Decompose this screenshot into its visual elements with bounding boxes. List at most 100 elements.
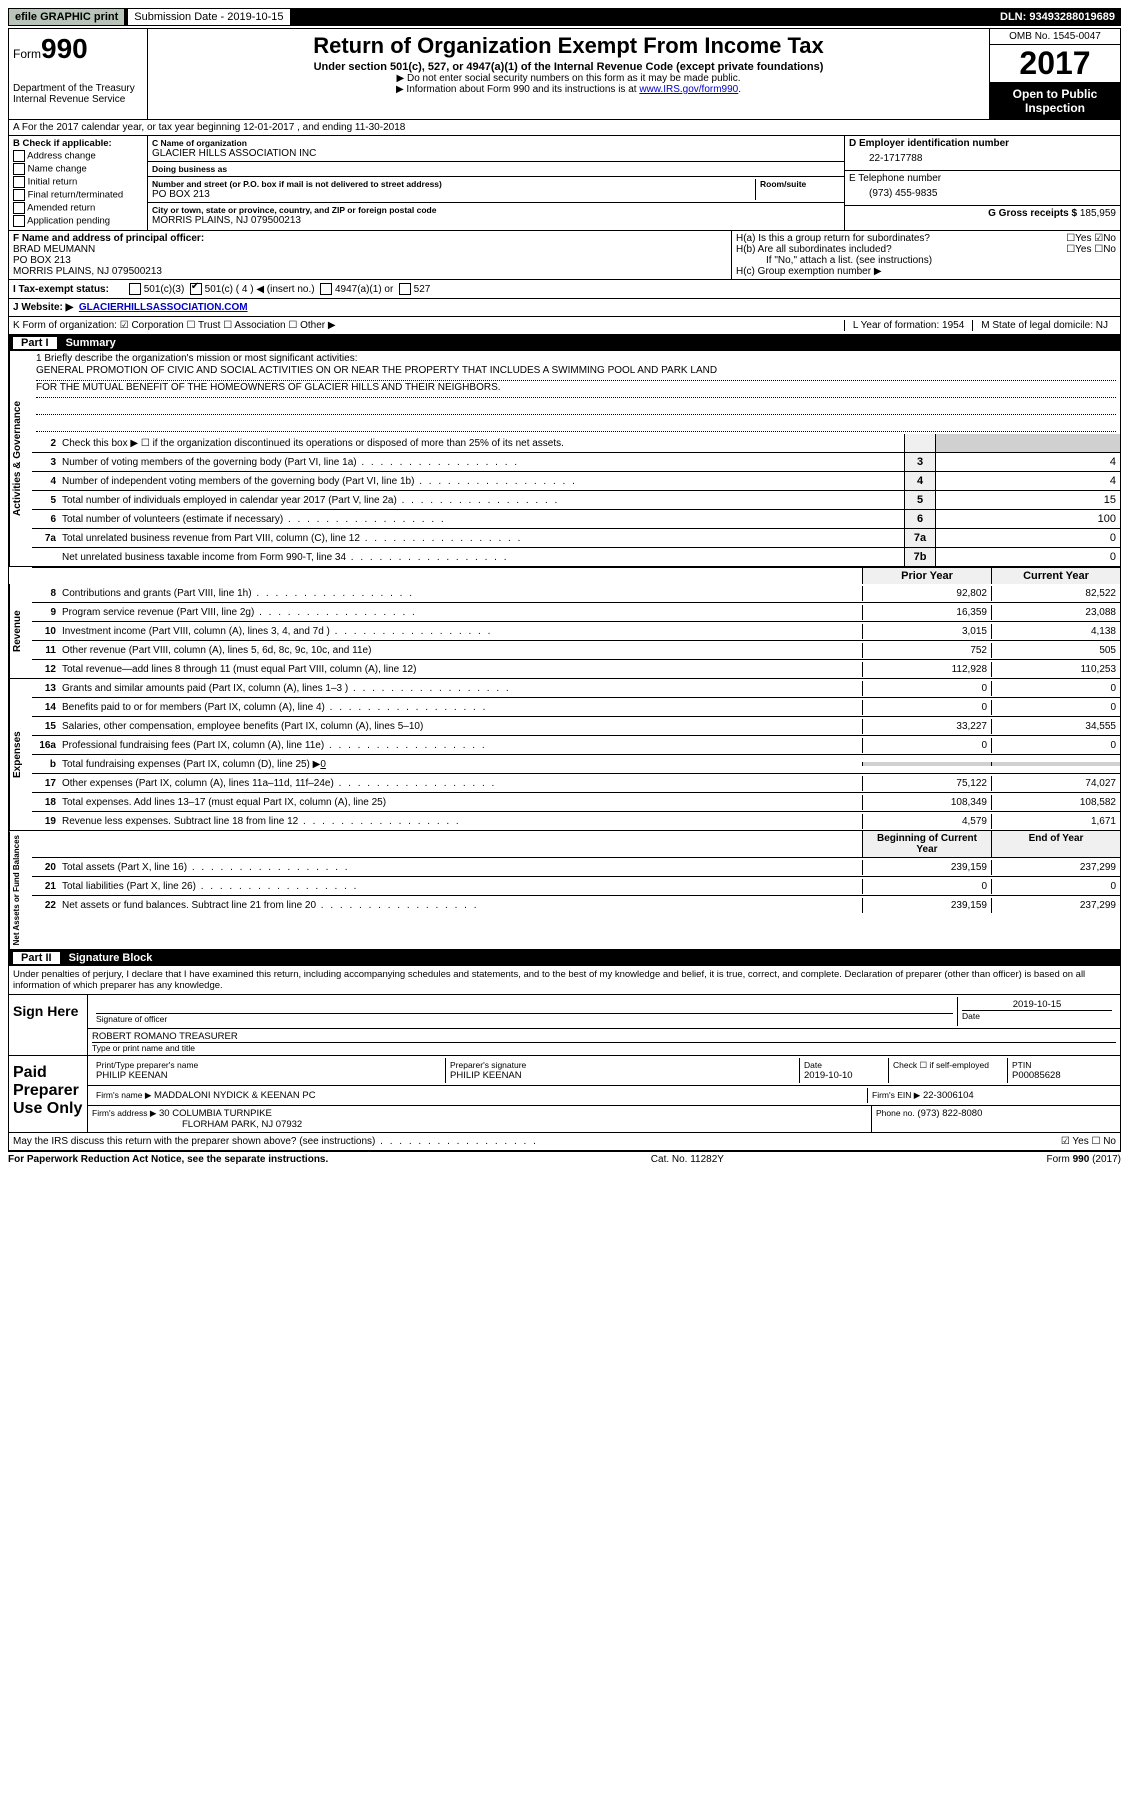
pd-label: Date (804, 1060, 884, 1070)
officer-label: F Name and address of principal officer: (13, 233, 204, 244)
footer-left: For Paperwork Reduction Act Notice, see … (8, 1154, 328, 1165)
col-beginning: Beginning of Current Year (863, 831, 991, 857)
sign-here-row: Sign Here Signature of officer 2019-10-1… (9, 995, 1120, 1056)
cb-4947[interactable] (320, 283, 332, 295)
line-17: Other expenses (Part IX, column (A), lin… (60, 776, 862, 791)
cb-501c3[interactable] (129, 283, 141, 295)
section-governance: Activities & Governance 1 Briefly descri… (9, 351, 1120, 567)
row-j-website: J Website: ▶ GLACIERHILLSASSOCIATION.COM (9, 299, 1120, 317)
self-emp-check[interactable]: Check ☐ if self-employed (889, 1058, 1008, 1083)
firm-label: Firm's name ▶ (96, 1090, 151, 1100)
v11c: 505 (991, 643, 1120, 658)
firm-ein: 22-3006104 (923, 1090, 974, 1101)
ein-label: D Employer identification number (849, 138, 1116, 149)
line-9: Program service revenue (Part VIII, line… (60, 605, 862, 620)
page-footer: For Paperwork Reduction Act Notice, see … (8, 1152, 1121, 1165)
city-label: City or town, state or province, country… (152, 205, 840, 215)
v20b: 239,159 (863, 860, 991, 875)
gov-values: 34 44 515 6100 7a0 7b0 (904, 434, 1120, 566)
top-bar: efile GRAPHIC print Submission Date - 20… (8, 8, 1121, 26)
line-7a: Total unrelated business revenue from Pa… (60, 531, 904, 546)
v20e: 237,299 (991, 860, 1120, 875)
efile-badge[interactable]: efile GRAPHIC print (8, 8, 125, 26)
v21b: 0 (863, 879, 991, 894)
form-note-2: ▶ Information about Form 990 and its ins… (152, 84, 985, 95)
cb-final-return[interactable]: Final return/terminated (13, 189, 143, 201)
cb-name-change[interactable]: Name change (13, 163, 143, 175)
line-3: Number of voting members of the governin… (60, 455, 904, 470)
mission-line-4 (36, 415, 1116, 432)
v19c: 1,671 (991, 814, 1120, 829)
cb-501c[interactable] (190, 283, 202, 295)
v17c: 74,027 (991, 776, 1120, 791)
pt-label: Print/Type preparer's name (96, 1060, 441, 1070)
pd-value: 2019-10-10 (804, 1070, 884, 1081)
ptin-value: P00085628 (1012, 1070, 1112, 1081)
col-b-label: B Check if applicable: (13, 138, 143, 149)
ps-label: Preparer's signature (450, 1060, 795, 1070)
cb-527[interactable] (399, 283, 411, 295)
vtab-expenses: Expenses (9, 679, 32, 830)
website-link[interactable]: GLACIERHILLSASSOCIATION.COM (79, 302, 248, 313)
line-22: Net assets or fund balances. Subtract li… (60, 898, 862, 913)
submission-date: Submission Date - 2019-10-15 (127, 8, 290, 26)
val-7a: 0 (936, 529, 1120, 547)
phone-value: (973) 455-9835 (849, 184, 1116, 203)
line-5: Total number of individuals employed in … (60, 493, 904, 508)
firm-addr2: FLORHAM PARK, NJ 07932 (92, 1119, 302, 1130)
v14p: 0 (863, 700, 991, 715)
line-15: Salaries, other compensation, employee b… (60, 719, 862, 734)
v22e: 237,299 (991, 898, 1120, 913)
phone-label: E Telephone number (849, 173, 1116, 184)
row-i-tax-status: I Tax-exempt status: 501(c)(3) 501(c) ( … (9, 280, 1120, 299)
hb-label: H(b) Are all subordinates included? (736, 244, 892, 255)
cb-amended-return[interactable]: Amended return (13, 202, 143, 214)
open-to-public: Open to Public Inspection (990, 83, 1120, 119)
v17p: 75,122 (863, 776, 991, 791)
section-expenses: Expenses 13Grants and similar amounts pa… (9, 679, 1120, 831)
tax-year: 2017 (990, 45, 1120, 83)
irs-link[interactable]: www.IRS.gov/form990 (639, 84, 738, 95)
form-title: Return of Organization Exempt From Incom… (152, 33, 985, 59)
v10p: 3,015 (863, 624, 991, 639)
officer-name: BRAD MEUMANN (13, 244, 95, 255)
cb-initial-return[interactable]: Initial return (13, 176, 143, 188)
form-subtitle: Under section 501(c), 527, or 4947(a)(1)… (152, 61, 985, 73)
val-7b: 0 (936, 548, 1120, 566)
v21e: 0 (991, 879, 1120, 894)
v16c: 0 (991, 738, 1120, 753)
room-label: Room/suite (760, 179, 840, 189)
v19p: 4,579 (863, 814, 991, 829)
hb-note: If "No," attach a list. (see instruction… (736, 255, 1116, 266)
v18c: 108,582 (991, 795, 1120, 810)
gross-value: 185,959 (1080, 208, 1116, 219)
discuss-yn: ☑ Yes ☐ No (1061, 1136, 1116, 1147)
form-container: Form990 Department of the Treasury Inter… (8, 28, 1121, 1152)
org-name-label: C Name of organization (152, 138, 840, 148)
website-label: J Website: ▶ (13, 302, 73, 313)
vtab-net-assets: Net Assets or Fund Balances (9, 831, 32, 949)
firm-addr1: 30 COLUMBIA TURNPIKE (159, 1108, 272, 1119)
department: Department of the Treasury Internal Reve… (13, 83, 143, 105)
firm-phone-label: Phone no. (876, 1108, 915, 1118)
paid-preparer-label: Paid Preparer Use Only (9, 1056, 88, 1132)
part1-label: Part I (13, 337, 57, 349)
cb-application-pending[interactable]: Application pending (13, 215, 143, 227)
row-fh: F Name and address of principal officer:… (9, 231, 1120, 280)
briefly-block: 1 Briefly describe the organization's mi… (32, 351, 1120, 434)
col-end: End of Year (991, 831, 1120, 857)
v9p: 16,359 (863, 605, 991, 620)
ptin-label: PTIN (1012, 1060, 1112, 1070)
row-k-form-org: K Form of organization: ☑ Corporation ☐ … (9, 317, 1120, 335)
col-de: D Employer identification number 22-1717… (844, 136, 1120, 230)
year-formation: L Year of formation: 1954 (844, 320, 972, 331)
cb-address-change[interactable]: Address change (13, 150, 143, 162)
line-16a: Professional fundraising fees (Part IX, … (60, 738, 862, 753)
paid-preparer-row: Paid Preparer Use Only Print/Type prepar… (9, 1056, 1120, 1133)
part2-label: Part II (13, 952, 60, 964)
v15p: 33,227 (863, 719, 991, 734)
val-4: 4 (936, 472, 1120, 490)
ps-name: PHILIP KEENAN (450, 1070, 795, 1081)
line-14: Benefits paid to or for members (Part IX… (60, 700, 862, 715)
dba-label: Doing business as (152, 164, 840, 174)
